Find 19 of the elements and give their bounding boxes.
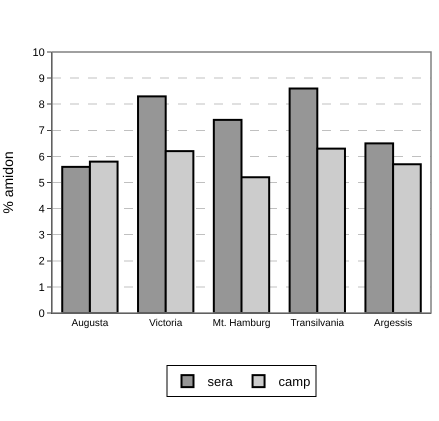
y-tick-label: 4	[38, 203, 45, 216]
x-tick-label: Victoria	[149, 318, 183, 329]
legend-label: camp	[278, 374, 310, 390]
y-tick-label: 7	[38, 125, 45, 138]
x-tick-label: Transilvania	[290, 318, 345, 329]
y-tick-label: 3	[38, 230, 45, 242]
x-tick-label: Mt. Hamburg	[212, 318, 270, 329]
y-tick-label: 8	[38, 99, 45, 112]
x-tick-label: Argessis	[374, 318, 412, 329]
y-tick-label: 10	[32, 46, 45, 59]
y-tick-label: 6	[38, 151, 45, 164]
legend-label: sera	[208, 374, 234, 390]
y-tick-label: 9	[38, 72, 45, 85]
y-tick-label: 0	[38, 308, 45, 320]
y-axis-title: % amidon	[0, 151, 16, 214]
y-tick-label: 2	[38, 256, 45, 268]
y-tick-label: 1	[38, 282, 45, 294]
x-tick-label: Augusta	[72, 318, 109, 329]
y-tick-label: 5	[38, 177, 45, 190]
